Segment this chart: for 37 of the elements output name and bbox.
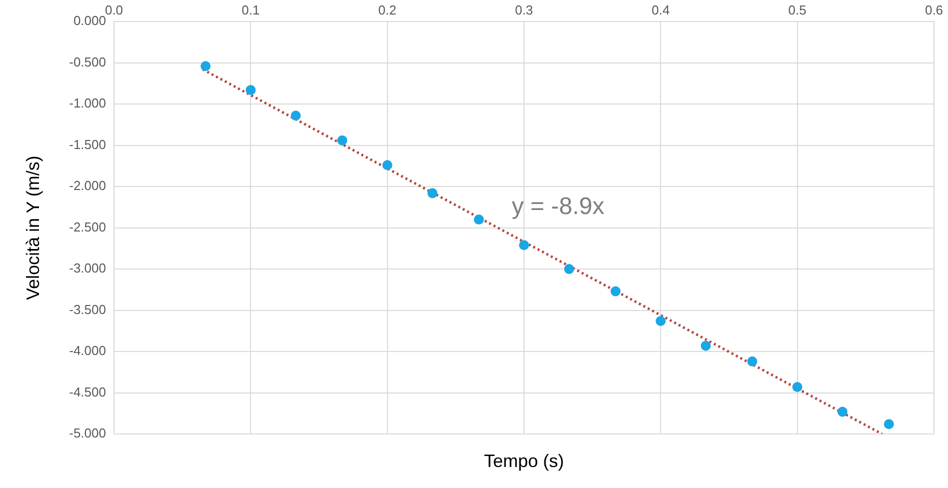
y-tick-label: 0.000 [73, 13, 106, 28]
y-tick-label: -5.000 [69, 426, 106, 441]
annotation: y = -8.9x [512, 192, 604, 220]
y-tick-label: -2.500 [69, 219, 106, 234]
point [519, 240, 529, 250]
point [792, 382, 802, 392]
point [427, 188, 438, 198]
y-tick-label: -4.000 [69, 343, 106, 358]
x-tick-label: 0.5 [788, 2, 806, 18]
y-tick-label: -1.000 [69, 96, 106, 111]
point [474, 214, 484, 225]
x-tick-label: 0.4 [652, 2, 670, 18]
y-tick-label: -0.500 [69, 54, 106, 70]
x-tick-label: 0.2 [378, 2, 396, 18]
point [246, 85, 256, 96]
y-tick-label: -4.500 [69, 384, 106, 400]
y-axis-title: Velocità in Y (m/s) [22, 156, 43, 300]
point [837, 406, 848, 417]
point [700, 340, 711, 351]
point [290, 110, 301, 121]
point [656, 316, 666, 326]
point [564, 264, 574, 274]
y-tick-label: -3.000 [69, 260, 106, 276]
y-tick-label: -3.500 [69, 302, 106, 317]
point [610, 286, 621, 296]
x-tick-label: 0.0 [104, 2, 124, 18]
x-tick-label: 0.3 [514, 2, 534, 18]
y-tick-label: -1.500 [69, 136, 106, 152]
y-tick-label: -2.000 [69, 178, 106, 194]
point [200, 61, 211, 72]
x-axis-title: Tempo (s) [484, 450, 564, 471]
point [884, 419, 894, 430]
x-tick-label: 0.1 [242, 2, 260, 18]
point [337, 135, 348, 146]
x-tick-label: 0.6 [924, 2, 944, 18]
point [747, 356, 758, 366]
point [382, 160, 392, 170]
